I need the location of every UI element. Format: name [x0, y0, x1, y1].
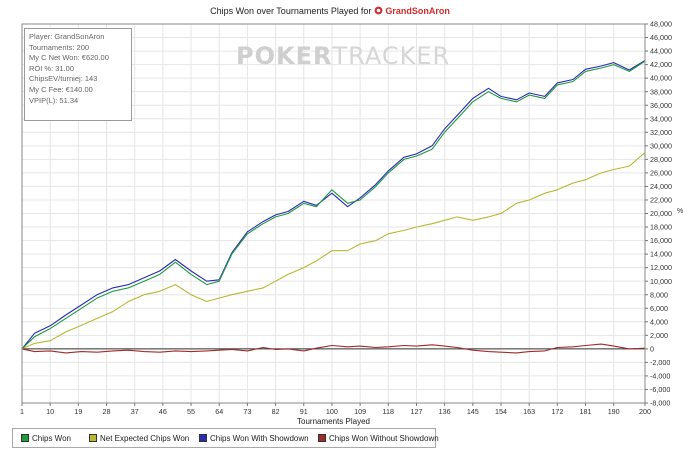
y-tick-label: 36,000	[650, 101, 672, 110]
info-roi: ROI %: 31.00	[29, 63, 75, 73]
x-tick-label: 64	[215, 407, 223, 416]
y-tick-label: 42,000	[650, 60, 672, 69]
legend-swatch	[21, 434, 29, 442]
y-tick-label: -8,000	[650, 399, 670, 408]
x-tick-label: 136	[439, 407, 451, 416]
x-tick-label: 46	[159, 407, 167, 416]
legend-label: Chips Won Without Showdown	[329, 434, 439, 443]
pokertracker-watermark: POKERTRACKER	[236, 42, 450, 70]
stats-info-box: Player: GrandSonAron Tournaments: 200 My…	[24, 28, 132, 121]
x-tick-label: 190	[608, 407, 620, 416]
y-tick-label: 14,000	[650, 250, 672, 259]
info-tournaments: Tournaments: 200	[29, 42, 90, 52]
y-tick-label: 28,000	[650, 155, 672, 164]
x-tick-label: 1	[20, 407, 24, 416]
series-line-chips-won-with-showdown	[21, 60, 646, 350]
y-tick-label: 8,000	[650, 290, 668, 299]
poker-chip-icon	[374, 6, 383, 15]
x-tick-label: 55	[187, 407, 195, 416]
x-tick-label: 19	[74, 407, 82, 416]
info-player: Player: GrandSonAron	[29, 32, 105, 41]
x-tick-label: 181	[580, 407, 592, 416]
x-tick-label: 163	[523, 407, 535, 416]
watermark-tracker: TRACKER	[332, 42, 451, 70]
legend-label: Chips Won With Showdown	[210, 434, 309, 443]
x-tick-label: 127	[410, 407, 422, 416]
info-chipsev: ChipsEV/turniej: 143	[29, 74, 98, 84]
y-tick-label: 46,000	[650, 33, 672, 42]
y-tick-label: 12,000	[650, 263, 672, 272]
y-tick-label: -4,000	[650, 372, 670, 381]
x-tick-label: 10	[46, 407, 54, 416]
legend-swatch	[199, 434, 207, 442]
y-tick-label: 32,000	[650, 128, 672, 137]
series-line-chips-won	[21, 60, 646, 350]
y-tick-label: 18,000	[650, 223, 672, 232]
chart-grid	[21, 23, 646, 404]
info-fee: My C Fee: €140.00	[29, 84, 93, 94]
legend-item-with-showdown[interactable]: Chips Won With Showdown	[199, 434, 309, 443]
x-tick-label: 73	[243, 407, 251, 416]
y-tick-label: 0	[650, 344, 654, 353]
legend-item-without-showdown[interactable]: Chips Won Without Showdown	[318, 434, 439, 443]
legend-item-net-expected[interactable]: Net Expected Chips Won	[89, 434, 189, 443]
chart-axes: -8,000 -6,000 -4,000 -2,000 0 2,000 4,000 6,000…	[20, 20, 672, 426]
x-tick-label: 28	[103, 407, 111, 416]
y-tick-label: 6,000	[650, 304, 668, 313]
watermark-po: PO	[236, 42, 276, 70]
y-tick-label: 24,000	[650, 182, 672, 191]
chart-series-group	[21, 60, 646, 354]
y-tick-label: 38,000	[650, 87, 672, 96]
x-tick-label: 82	[272, 407, 280, 416]
x-tick-label: 200	[639, 407, 651, 416]
y-tick-label: 16,000	[650, 236, 672, 245]
legend-label: Net Expected Chips Won	[100, 434, 190, 443]
y-tick-label: 2,000	[650, 331, 668, 340]
legend-swatch	[89, 434, 97, 442]
info-net-won: My C Net Won: €620.00	[29, 53, 109, 63]
y-tick-label: 10,000	[650, 277, 672, 286]
x-tick-label: 172	[551, 407, 563, 416]
y-tick-label: 26,000	[650, 168, 672, 177]
y-tick-label: 48,000	[650, 20, 672, 29]
x-axis-label: Tournaments Played	[297, 417, 370, 426]
x-tick-label: 91	[300, 407, 308, 416]
series-line-chips-won-without-showdown	[21, 343, 646, 354]
y-tick-label: 40,000	[650, 74, 672, 83]
y-tick-label: 22,000	[650, 196, 672, 205]
x-tick-label: 145	[467, 407, 479, 416]
watermark-ker: KER	[276, 42, 333, 70]
y-tick-label: 4,000	[650, 317, 668, 326]
chart-title-player: GrandSonAron	[385, 6, 450, 16]
info-vpip: VPIP(L): 51.34	[29, 95, 79, 105]
chart-legend: Chips Won Net Expected Chips Won Chips W…	[12, 428, 439, 448]
series-line-net-expected-chips-won	[21, 152, 646, 350]
x-tick-label: 100	[326, 407, 338, 416]
chart-title-text: Chips Won over Tournaments Played for	[210, 6, 372, 16]
x-tick-label: 37	[131, 407, 139, 416]
y-tick-label: -6,000	[650, 385, 670, 394]
legend-item-chips-won[interactable]: Chips Won	[21, 434, 71, 443]
x-tick-label: 118	[383, 407, 394, 416]
percent-axis-mark: %	[677, 208, 684, 215]
chart-title: Chips Won over Tournaments Played for Gr…	[0, 6, 660, 16]
legend-label: Chips Won	[32, 434, 71, 443]
y-tick-label: 20,000	[650, 209, 672, 218]
y-tick-label: 44,000	[650, 47, 672, 56]
y-tick-label: 30,000	[650, 141, 672, 150]
y-tick-label: -2,000	[650, 358, 670, 367]
x-tick-label: 154	[495, 407, 507, 416]
legend-swatch	[318, 434, 326, 442]
x-tick-label: 109	[354, 407, 366, 416]
y-tick-label: 34,000	[650, 114, 672, 123]
